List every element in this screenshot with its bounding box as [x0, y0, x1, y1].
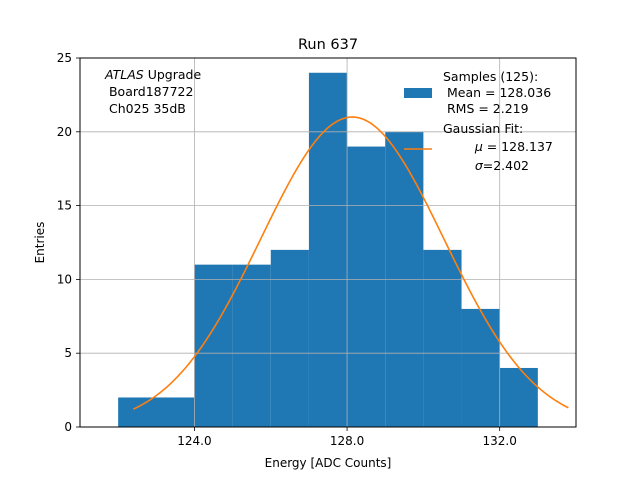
- x-tick-label: 128.0: [330, 434, 364, 448]
- annotation-channel: Ch025 35dB: [105, 101, 186, 116]
- histogram-bar: [194, 264, 233, 427]
- histogram-bar: [423, 249, 462, 427]
- gaussian-fit-curve: [133, 116, 569, 410]
- annotation-upgrade: Upgrade: [144, 67, 202, 82]
- legend-fit-sigma-value: =2.402: [483, 158, 529, 173]
- plot-frame: [79, 57, 577, 428]
- legend-samples-rms: RMS = 2.219: [443, 101, 529, 116]
- x-axis-ticks: 124.0 128.0 132.0: [177, 427, 517, 448]
- y-axis-label: Entries: [33, 222, 47, 264]
- legend-fit-title: Gaussian Fit:: [443, 121, 523, 136]
- atlas-annotation: ATLAS Upgrade Board187722 Ch025 35dB: [104, 67, 201, 116]
- legend-samples-mean: Mean = 128.036: [443, 85, 551, 100]
- y-axis-ticks: 0 5 10 15 20 25: [57, 51, 80, 434]
- svg-text:μ = 128.137: μ = 128.137: [443, 139, 573, 154]
- annotation-atlas: ATLAS: [104, 67, 144, 82]
- x-tick-label: 124.0: [177, 434, 211, 448]
- legend: Samples (125): Mean = 128.036 RMS = 2.21…: [404, 69, 573, 173]
- y-tick-label: 20: [57, 125, 72, 139]
- legend-samples-patch: [404, 88, 432, 98]
- x-tick-label: 132.0: [483, 434, 517, 448]
- svg-text:ATLAS Upgrade: ATLAS Upgrade: [104, 67, 201, 82]
- histogram-bar: [308, 72, 348, 427]
- y-tick-label: 15: [57, 199, 72, 213]
- histogram-bar: [347, 146, 386, 427]
- annotation-board: Board187722: [105, 84, 193, 99]
- histogram-bar: [499, 367, 538, 427]
- legend-fit-sigma-symbol: σ: [475, 158, 484, 173]
- y-tick-label: 10: [57, 272, 72, 286]
- legend-fit-mu-value: = 128.137: [483, 139, 553, 154]
- histogram-bar: [118, 397, 195, 427]
- x-axis-label: Energy [ADC Counts]: [265, 456, 392, 470]
- chart-title: Run 637: [298, 37, 358, 53]
- y-tick-label: 5: [64, 346, 72, 360]
- legend-samples-title: Samples (125):: [443, 69, 538, 84]
- y-tick-label: 0: [64, 420, 72, 434]
- y-tick-label: 25: [57, 51, 72, 65]
- histogram-bar: [232, 264, 271, 427]
- svg-text:σ=2.402: σ=2.402: [443, 158, 549, 173]
- histogram-bar: [270, 249, 309, 427]
- histogram-bar: [461, 308, 500, 427]
- legend-fit-mu-symbol: μ: [474, 139, 483, 154]
